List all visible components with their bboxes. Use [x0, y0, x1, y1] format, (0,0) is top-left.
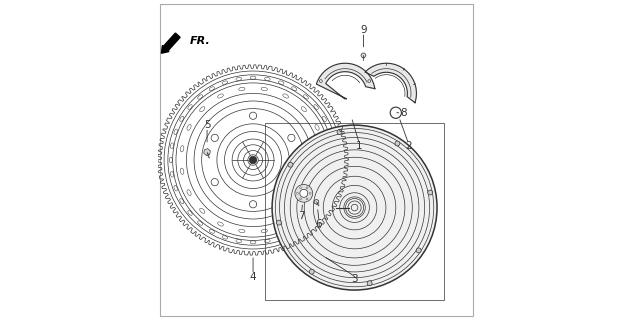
- Circle shape: [337, 130, 342, 134]
- Circle shape: [249, 156, 257, 164]
- Polygon shape: [316, 63, 375, 99]
- Circle shape: [428, 190, 433, 195]
- Polygon shape: [361, 53, 366, 58]
- Circle shape: [296, 192, 298, 194]
- Circle shape: [310, 269, 314, 274]
- Circle shape: [417, 248, 421, 253]
- Circle shape: [299, 187, 301, 189]
- Text: 2: 2: [405, 141, 412, 151]
- Bar: [265, 123, 444, 300]
- Circle shape: [211, 134, 218, 141]
- FancyArrow shape: [161, 33, 180, 53]
- Text: 4: 4: [250, 272, 256, 282]
- Circle shape: [299, 198, 301, 200]
- Circle shape: [288, 134, 295, 141]
- Circle shape: [368, 80, 370, 83]
- Circle shape: [211, 179, 218, 186]
- Text: 7: 7: [298, 211, 305, 220]
- Circle shape: [306, 198, 308, 200]
- Circle shape: [288, 162, 293, 167]
- Circle shape: [249, 112, 256, 119]
- Circle shape: [272, 125, 437, 290]
- Polygon shape: [315, 199, 318, 204]
- Circle shape: [310, 192, 311, 194]
- Polygon shape: [365, 63, 417, 103]
- Circle shape: [320, 80, 322, 83]
- Circle shape: [277, 220, 282, 225]
- Text: 5: 5: [204, 120, 210, 130]
- Circle shape: [300, 189, 308, 197]
- Circle shape: [295, 184, 313, 202]
- Circle shape: [395, 141, 400, 146]
- Text: 9: 9: [360, 25, 367, 35]
- Circle shape: [367, 281, 372, 286]
- Circle shape: [288, 179, 295, 186]
- Text: 3: 3: [351, 274, 358, 284]
- Text: 6: 6: [316, 219, 322, 229]
- Text: 1: 1: [356, 141, 363, 151]
- Circle shape: [249, 201, 256, 208]
- Polygon shape: [204, 148, 210, 156]
- Circle shape: [306, 187, 308, 189]
- Text: FR.: FR.: [190, 36, 210, 46]
- Text: 8: 8: [401, 108, 407, 118]
